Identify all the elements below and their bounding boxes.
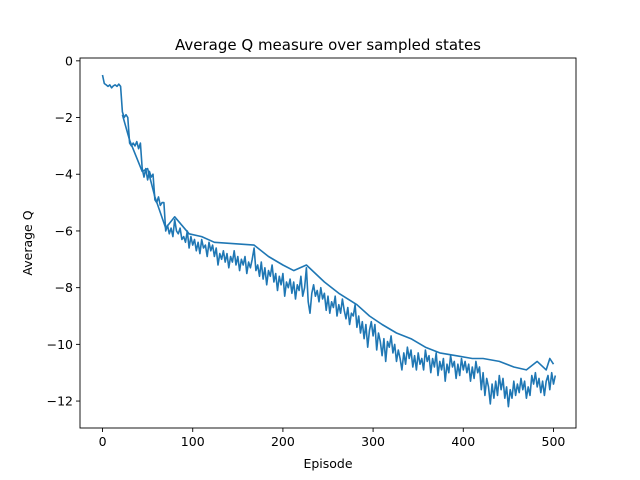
x-tick-label: 300 (361, 434, 385, 449)
y-tick-label: −4 (55, 167, 73, 182)
y-tick-label: −8 (55, 280, 73, 295)
series-line-0 (101, 74, 557, 408)
y-tick-label: 0 (65, 53, 73, 68)
x-tick-label: 500 (542, 434, 566, 449)
chart-title: Average Q measure over sampled states (175, 36, 481, 54)
x-axis-label: Episode (303, 456, 352, 471)
x-tick-label: 0 (99, 434, 107, 449)
x-tick-label: 200 (271, 434, 295, 449)
y-tick-label: −6 (55, 223, 73, 238)
y-tick-label: −12 (47, 394, 73, 409)
y-axis-label: Average Q (20, 210, 35, 275)
y-tick-label: −10 (47, 337, 73, 352)
y-tick-label: −2 (55, 110, 73, 125)
x-axis: 0 100 200 300 400 500 (99, 428, 566, 449)
plot-frame (79, 57, 577, 429)
plot-series (101, 74, 557, 408)
x-tick-label: 100 (181, 434, 205, 449)
series-line-1 (121, 114, 555, 371)
x-tick-label: 400 (451, 434, 475, 449)
y-axis: 0 −2 −4 −6 −8 −10 −12 (47, 53, 80, 409)
